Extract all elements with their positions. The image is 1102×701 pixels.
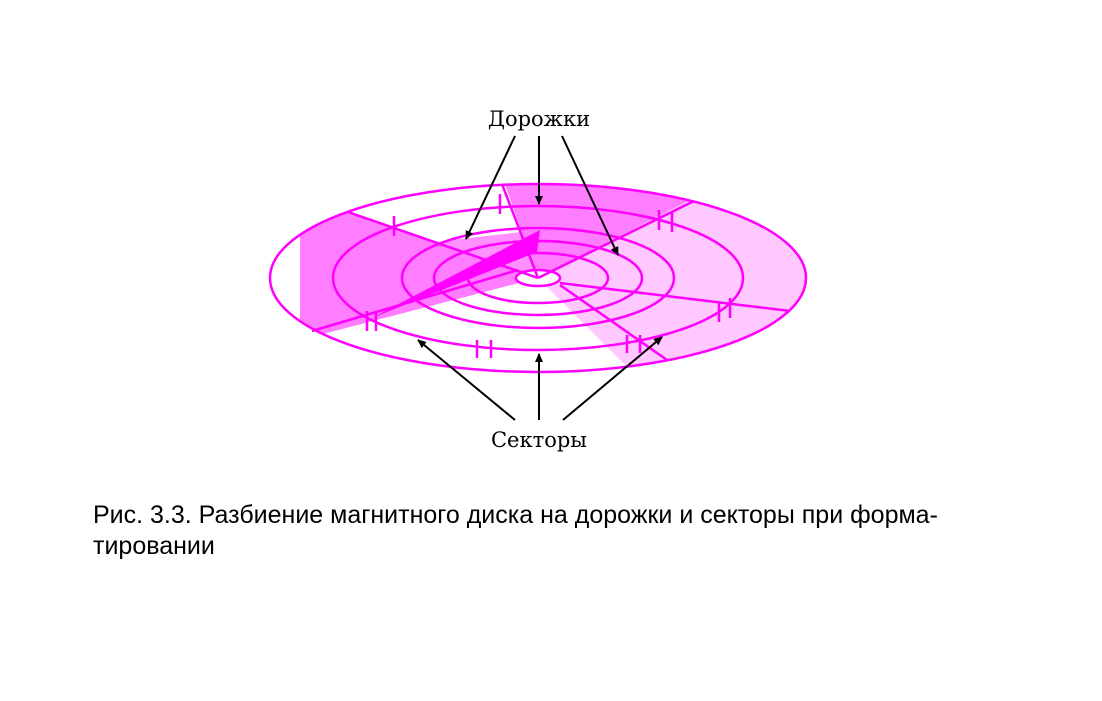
sector-ticks bbox=[365, 194, 732, 358]
caption-line-1: Рис. 3.3. Разбиение магнитного диска на … bbox=[93, 501, 938, 529]
sector-arrows bbox=[417, 336, 663, 421]
sector-left bbox=[300, 195, 538, 340]
track-2 bbox=[432, 239, 644, 317]
caption-line-2: тировании bbox=[93, 532, 215, 560]
track-arrows bbox=[465, 135, 619, 256]
track-1 bbox=[466, 251, 610, 305]
sector-bottom-right bbox=[538, 278, 806, 372]
sector-top bbox=[500, 184, 700, 278]
sectors-label: Секторы bbox=[491, 428, 587, 452]
sector-highlight bbox=[372, 230, 540, 318]
track-arrow-left bbox=[465, 135, 516, 240]
track-3 bbox=[400, 226, 676, 330]
tracks bbox=[268, 182, 808, 374]
track-4 bbox=[331, 204, 745, 352]
figure-caption: Рис. 3.3. Разбиение магнитного диска на … bbox=[93, 500, 993, 562]
sector-arrow-right bbox=[562, 336, 663, 421]
tracks-label: Дорожки bbox=[488, 107, 590, 131]
sector-arrow-left bbox=[417, 339, 516, 421]
track-arrow-right bbox=[561, 135, 619, 256]
